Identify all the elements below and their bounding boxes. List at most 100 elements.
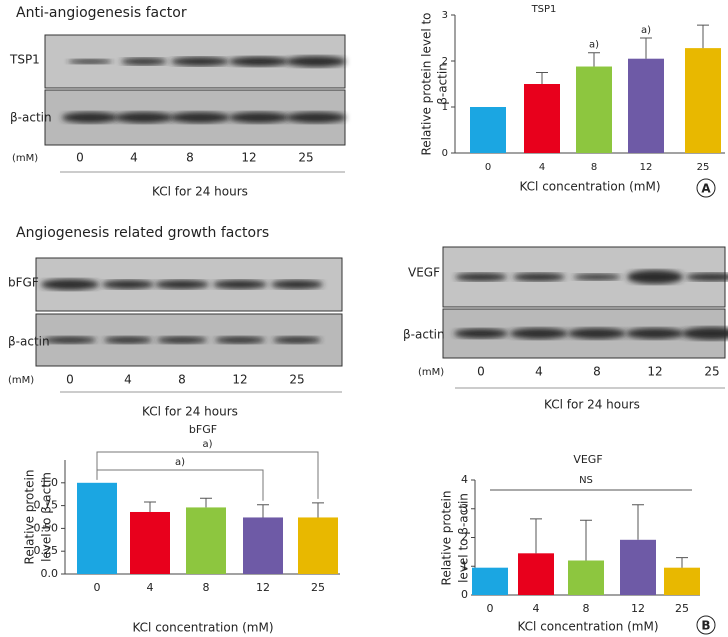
blot-band [157, 336, 207, 344]
panel-label: B [701, 619, 710, 633]
lane-label: 12 [647, 365, 662, 379]
band-label: β-actin [8, 335, 50, 349]
y-tick-label: 1 [442, 102, 448, 113]
error-bar [530, 518, 542, 554]
y-tick-label: 0 [442, 148, 448, 159]
x-tick-label: 25 [697, 162, 710, 173]
chart-title: TSP1 [531, 4, 557, 15]
blot-band [513, 273, 565, 281]
x-tick-label: 4 [147, 581, 154, 594]
y-tick-label: 3 [442, 10, 448, 21]
y-tick-label: 0 [461, 588, 468, 601]
blot-band [271, 280, 323, 289]
y-axis-label: Relative protein level to [420, 12, 434, 155]
annotation: a) [202, 439, 212, 450]
x-tick-label: 12 [256, 581, 270, 594]
blot-band [286, 112, 346, 123]
unit-label: (mM) [418, 367, 444, 378]
chart-title: bFGF [189, 423, 217, 436]
error-bar [536, 72, 548, 84]
blot-band [155, 280, 209, 289]
blot-band [171, 57, 229, 66]
y-tick-label: 0.50 [34, 521, 59, 534]
blot-band [213, 280, 267, 289]
lane-label: 12 [232, 373, 247, 387]
bar [472, 567, 508, 595]
error-bar [257, 504, 269, 518]
lane-label: 0 [66, 373, 74, 387]
bar [524, 84, 560, 153]
lane-label: 0 [477, 365, 485, 379]
blot-band [455, 273, 507, 281]
blot-band [115, 112, 173, 123]
blot-band [627, 270, 683, 284]
y-axis-label: Relative protein [23, 470, 37, 565]
section-title: Angiogenesis related growth factors [16, 225, 269, 241]
blot-band [626, 328, 684, 339]
y-tick-label: 0.25 [34, 544, 59, 557]
error-bar [200, 497, 212, 508]
blot-band [686, 273, 728, 281]
annotation: NS [579, 475, 593, 486]
lane-label: 8 [186, 151, 194, 165]
lane-label: 4 [124, 373, 132, 387]
panel-badge [696, 615, 716, 635]
blot-band [41, 279, 99, 290]
band-label: VEGF [408, 266, 440, 280]
x-tick-label: 12 [631, 602, 645, 615]
bar [620, 539, 656, 595]
blot-band [454, 328, 508, 339]
blot-band [104, 336, 152, 344]
x-tick-label: 25 [675, 602, 689, 615]
y-tick-label: 3 [461, 502, 468, 515]
x-tick-label: 8 [203, 581, 210, 594]
error-bar [697, 24, 709, 49]
y-tick-label: 0.0 [41, 567, 59, 580]
panel-badge [696, 178, 716, 198]
blot-band [121, 58, 167, 65]
lane-label: 4 [130, 151, 138, 165]
y-tick-label: 2 [461, 531, 468, 544]
error-bar [312, 502, 324, 518]
x-axis-label: KCl concentration (mM) [132, 621, 273, 635]
blot-caption: KCl for 24 hours [152, 185, 248, 199]
y-tick-label: 2 [442, 56, 448, 67]
bar [685, 48, 721, 154]
bar [628, 58, 664, 154]
lane-label: 4 [535, 365, 543, 379]
y-tick-label: 1 [461, 559, 468, 572]
blot-band [510, 328, 568, 339]
y-axis-label: level to β-actin [457, 493, 471, 583]
y-tick-label: 0.75 [34, 499, 59, 512]
annotation-bracket [96, 451, 319, 499]
error-bar [632, 504, 644, 540]
x-tick-label: 0 [94, 581, 101, 594]
x-tick-label: 8 [591, 162, 597, 173]
blot-caption: KCl for 24 hours [544, 398, 640, 412]
blot-band [286, 56, 346, 67]
blot-band [568, 328, 626, 339]
y-axis-label: level to β-actin [40, 472, 54, 562]
panel-label: A [701, 182, 711, 196]
bar [77, 482, 117, 574]
band-label: TSP1 [9, 53, 40, 67]
lane-label: 25 [298, 151, 313, 165]
bar [664, 567, 700, 595]
annotation: a) [175, 457, 185, 468]
error-bar [588, 52, 600, 67]
bar [576, 66, 612, 153]
blot-band [273, 336, 321, 344]
unit-label: (mM) [8, 375, 34, 386]
error-bar [580, 519, 592, 561]
blot-band [682, 327, 728, 340]
error-bar [640, 37, 652, 59]
blot-band [229, 56, 289, 67]
lane-label: 8 [593, 365, 601, 379]
x-tick-label: 12 [640, 162, 653, 173]
annotation: a) [641, 25, 651, 36]
x-axis-label: KCl concentration (mM) [519, 180, 660, 194]
bar [518, 553, 554, 595]
bar [568, 560, 604, 595]
x-tick-label: 4 [533, 602, 540, 615]
blot-band [229, 112, 289, 123]
